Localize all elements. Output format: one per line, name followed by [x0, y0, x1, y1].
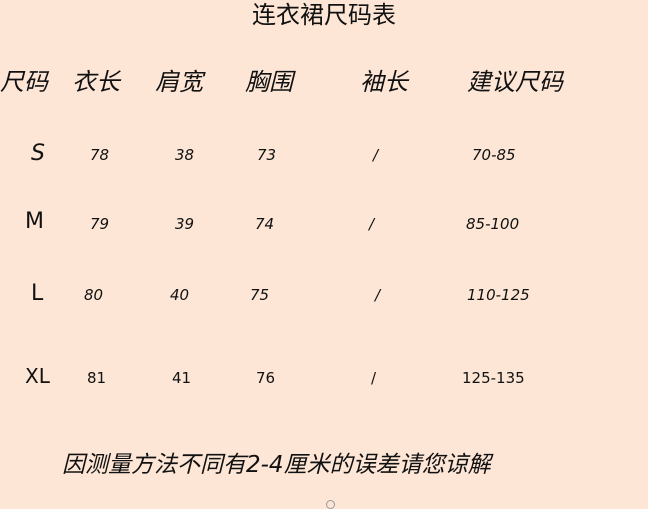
- length-cell: 80: [84, 286, 104, 304]
- bust-cell: 74: [255, 215, 275, 233]
- header-shoulder: 肩宽: [155, 68, 203, 96]
- recommended-cell: 125-135: [462, 369, 525, 387]
- header-sleeve: 袖长: [360, 68, 408, 96]
- sleeve-cell: /: [371, 369, 377, 387]
- length-cell: 81: [87, 369, 107, 387]
- recommended-cell: 110-125: [467, 286, 530, 304]
- chart-title: 连衣裙尺码表: [252, 1, 396, 29]
- size-cell: S: [31, 141, 45, 166]
- header-recommended: 建议尺码: [467, 68, 563, 96]
- length-cell: 78: [90, 146, 110, 164]
- recommended-cell: 70-85: [472, 146, 516, 164]
- shoulder-cell: 41: [172, 369, 192, 387]
- length-cell: 79: [90, 215, 110, 233]
- size-cell: XL: [25, 364, 50, 388]
- shoulder-cell: 38: [175, 146, 195, 164]
- header-bust: 胸围: [245, 68, 293, 96]
- bust-cell: 75: [250, 286, 270, 304]
- header-size: 尺码: [0, 68, 48, 96]
- bust-cell: 73: [257, 146, 277, 164]
- recommended-cell: 85-100: [466, 215, 520, 233]
- size-cell: M: [25, 209, 44, 234]
- sleeve-cell: /: [375, 286, 381, 304]
- bust-cell: 76: [256, 369, 276, 387]
- shoulder-cell: 40: [170, 286, 190, 304]
- shoulder-cell: 39: [175, 215, 195, 233]
- circle-icon: [326, 500, 335, 509]
- header-length: 衣长: [72, 68, 120, 96]
- footnote: 因测量方法不同有2-4厘米的误差请您谅解: [62, 452, 491, 478]
- size-cell: L: [31, 281, 44, 306]
- sleeve-cell: /: [373, 146, 379, 164]
- sleeve-cell: /: [369, 215, 375, 233]
